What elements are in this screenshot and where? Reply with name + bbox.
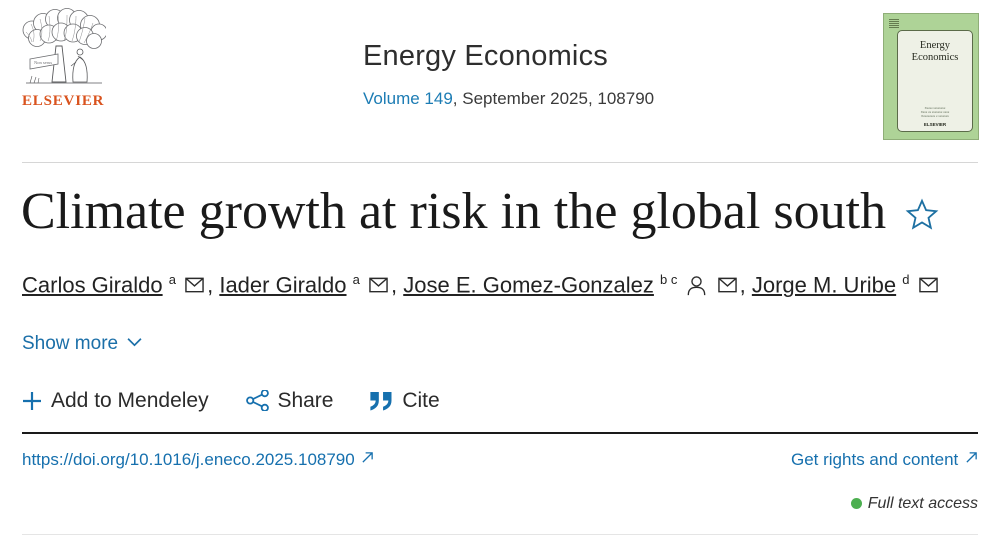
svg-text:Non serus: Non serus xyxy=(34,60,52,65)
